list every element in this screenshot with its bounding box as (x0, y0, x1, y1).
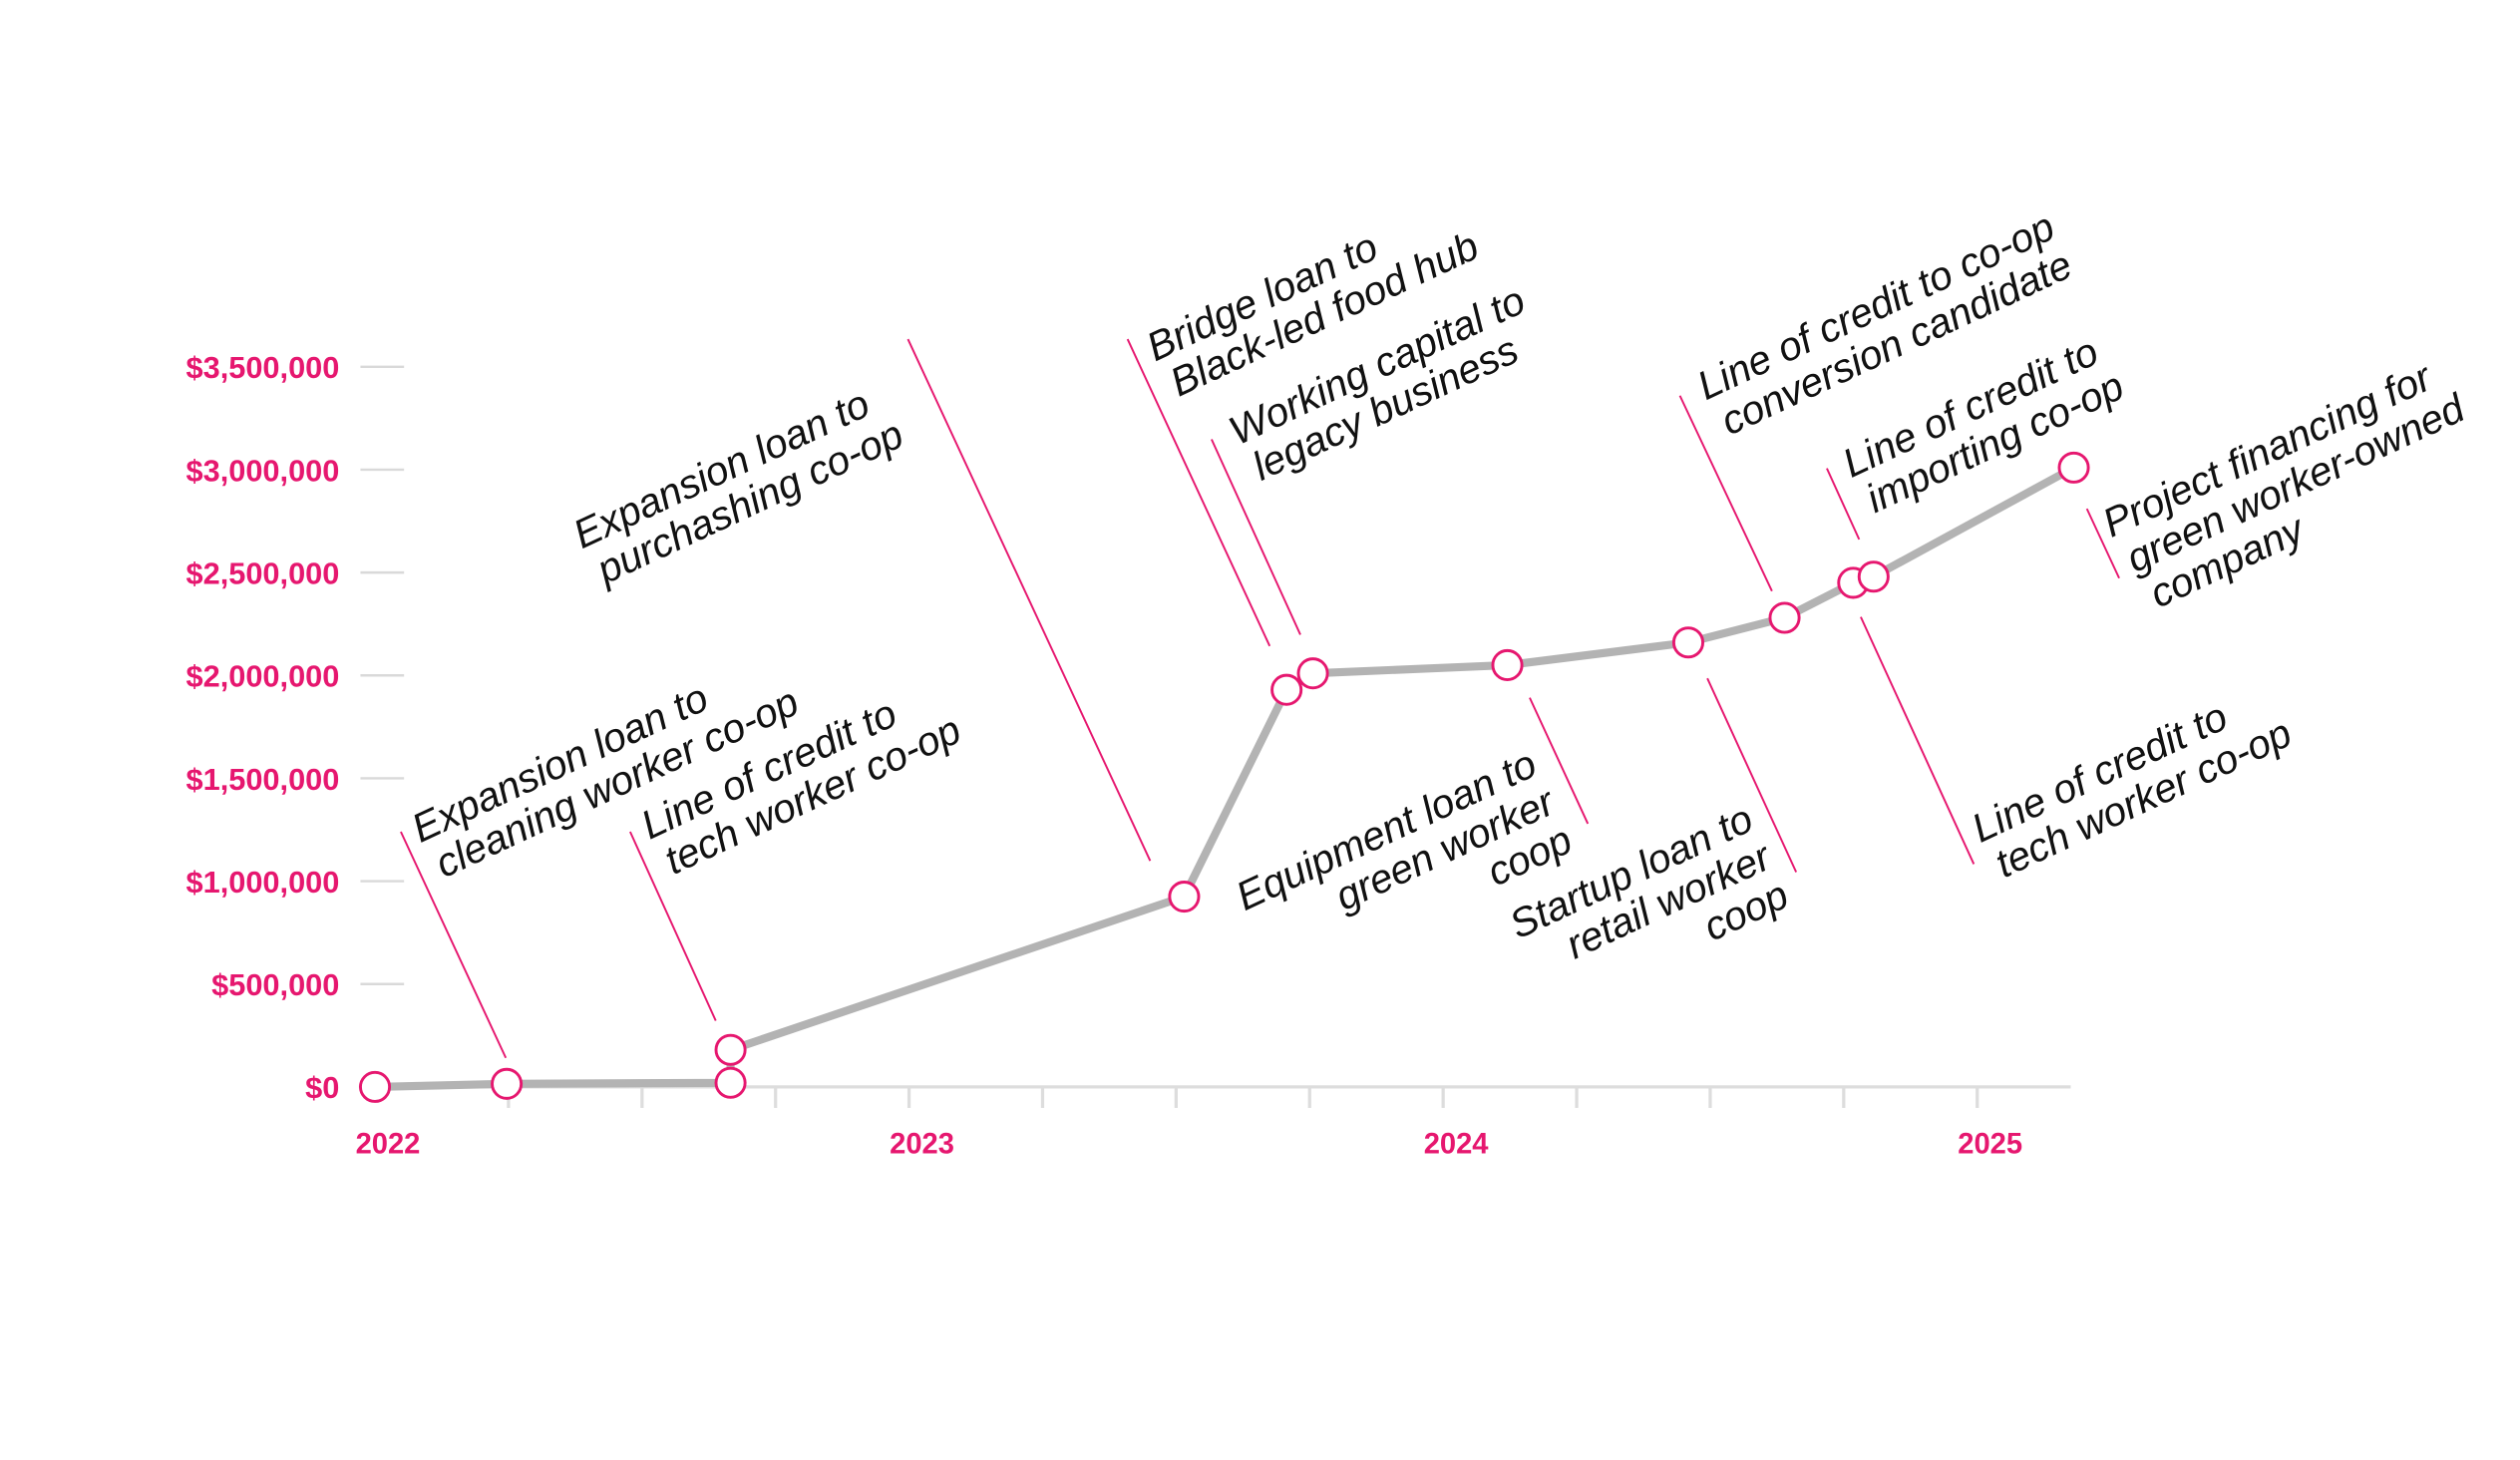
data-markers (358, 451, 2090, 1103)
leader-line (1211, 439, 1301, 635)
leader-line (1126, 338, 1271, 647)
data-point (1168, 881, 1201, 913)
x-tick-label: 2024 (1424, 1128, 1490, 1160)
x-tick-label: 2023 (890, 1128, 954, 1160)
data-point (714, 1033, 747, 1066)
leader-lines (400, 338, 2120, 1059)
data-point (2057, 451, 2090, 484)
y-tick-label: $2,000,000 (185, 659, 339, 694)
data-point (358, 1070, 392, 1103)
leader-line (906, 338, 1152, 862)
leader-line (1826, 468, 1861, 541)
data-point (1491, 648, 1524, 681)
leader-line (1860, 616, 1976, 865)
data-point (491, 1067, 524, 1100)
data-point (1671, 626, 1705, 659)
data-point (1857, 560, 1890, 593)
y-tick-label: $3,000,000 (185, 453, 339, 488)
leader-line (1678, 395, 1773, 592)
leader-line (1529, 697, 1590, 825)
leader-line (1706, 677, 1798, 873)
data-point (1768, 601, 1801, 634)
y-tick-label: $3,500,000 (185, 350, 339, 385)
data-point (1296, 657, 1329, 690)
data-point (1270, 673, 1303, 706)
leader-line (400, 831, 508, 1059)
leader-line (2085, 508, 2120, 579)
x-tick-label: 2025 (1958, 1128, 2022, 1160)
y-tick-label: $1,000,000 (185, 865, 339, 900)
axes: $0 $500,000 $1,000,000 $1,500,000 $2,000,000… (185, 350, 2071, 1160)
data-point (714, 1066, 747, 1099)
leader-line (629, 831, 717, 1021)
y-tick-label: $1,500,000 (185, 762, 339, 797)
y-tick-label: $2,500,000 (185, 555, 339, 590)
y-tick-label: $500,000 (211, 967, 339, 1002)
x-tick-label: 2022 (356, 1128, 421, 1160)
y-tick-label: $0 (305, 1070, 339, 1105)
